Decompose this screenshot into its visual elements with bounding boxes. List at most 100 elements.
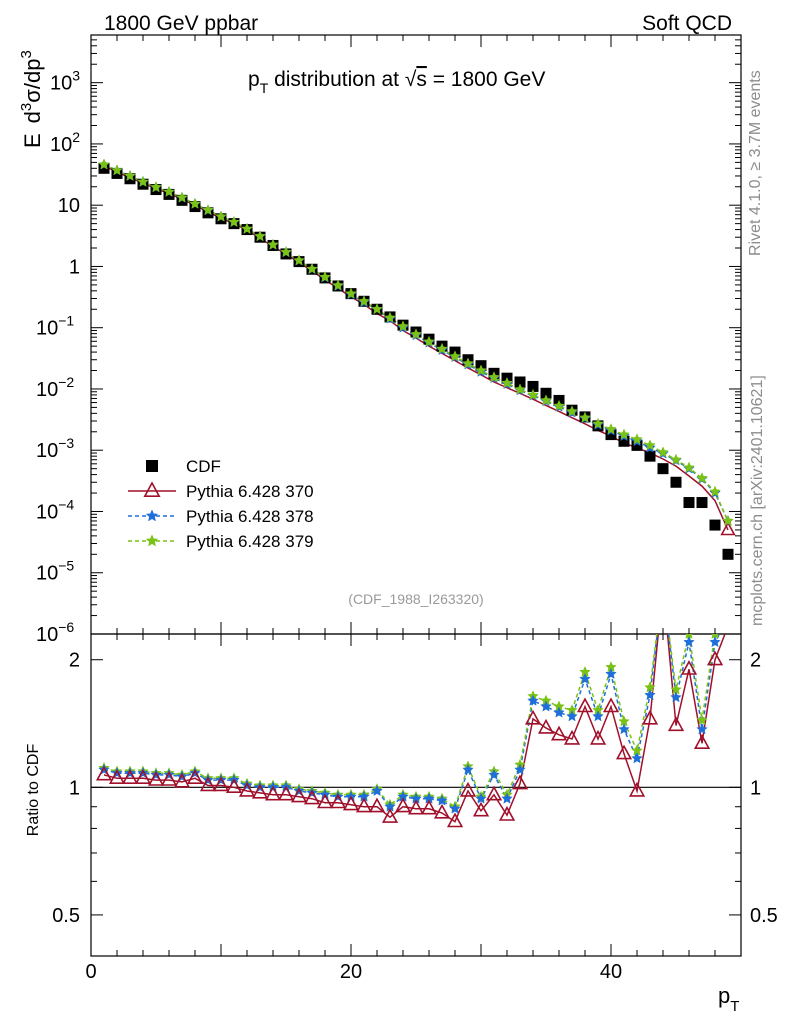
legend-marker-3 — [145, 534, 159, 547]
mc-point-3 — [696, 472, 708, 484]
ratio-point-2 — [658, 580, 668, 590]
mc-point-3 — [384, 311, 396, 323]
mc-point-3 — [566, 405, 578, 417]
ratio-point-3 — [658, 580, 668, 590]
ratio-point-1 — [329, 793, 347, 809]
mc-point-3 — [683, 461, 695, 473]
legend-label-2: Pythia 6.428 378 — [186, 507, 314, 526]
ratio-point-1 — [251, 783, 269, 799]
ratio-point-1 — [238, 781, 256, 797]
ratio-point-1 — [264, 785, 282, 801]
mc-point-3 — [592, 417, 604, 429]
ratio-point-1 — [498, 805, 516, 821]
mc-point-3 — [475, 364, 487, 376]
ratio-point-1 — [225, 778, 243, 794]
ratio-point-1 — [563, 729, 581, 745]
ratio-point-1 — [524, 709, 542, 725]
mc-point-3 — [137, 175, 149, 187]
mc-point-3 — [449, 350, 461, 362]
mc-point-3 — [423, 335, 435, 347]
mc-point-3 — [436, 342, 448, 354]
ratio-point-2 — [462, 763, 474, 775]
mc-point-3 — [488, 371, 500, 383]
mc-point-3 — [722, 514, 734, 526]
legend: CDF Pythia 6.428 370 Pythia 6.428 378 Pythi… — [128, 457, 314, 551]
mc-point-3 — [189, 197, 201, 209]
cdf-data-point — [722, 548, 734, 560]
y-tick-label: 10−3 — [36, 435, 74, 462]
ratio-y-tick-label-right: 1 — [750, 777, 761, 799]
y-tick-label: 103 — [50, 68, 80, 95]
ratio-point-1 — [407, 799, 425, 815]
main-plot-area: 10−6 10−5 10−4 10−3 10−2 10−1 1 10 102 103 — [36, 34, 742, 646]
ratio-point-2 — [436, 794, 448, 806]
ratio-point-1 — [459, 781, 477, 797]
mc-point-3 — [332, 279, 344, 291]
mc-point-3 — [579, 411, 591, 423]
ratio-point-2 — [527, 694, 539, 706]
ratio-point-2 — [670, 691, 682, 703]
mcplots-label: mcplots.cern.ch [arXiv:2401.10621] — [749, 375, 766, 626]
ratio-point-2 — [449, 802, 461, 814]
mc-point-1 — [720, 521, 736, 536]
cdf-data-point — [540, 387, 552, 399]
ratio-point-2 — [566, 710, 578, 722]
ratio-point-1 — [342, 795, 360, 811]
ratio-point-1 — [394, 797, 412, 813]
ratio-point-1 — [368, 797, 386, 813]
ratio-point-1 — [316, 793, 334, 809]
ratio-point-2 — [605, 667, 617, 680]
ratio-point-1 — [160, 770, 178, 786]
cdf-data-point — [709, 519, 721, 531]
x-tick-label: 40 — [600, 961, 622, 983]
mc-point-3 — [306, 262, 318, 274]
y-tick-label: 10−5 — [36, 558, 74, 585]
ratio-point-1 — [628, 781, 646, 797]
y-tick-label: 10−2 — [36, 374, 74, 401]
ratio-y-tick-label: 0.5 — [52, 905, 80, 927]
ratio-point-1 — [680, 660, 698, 675]
mc-point-3 — [254, 230, 266, 242]
ratio-point-1 — [212, 776, 230, 792]
mc-point-3 — [319, 270, 331, 283]
cdf-data-point — [124, 173, 136, 185]
ratio-point-2 — [631, 752, 643, 764]
ratio-point-1 — [721, 619, 735, 631]
ratio-y-tick-label-right: 0.5 — [750, 905, 778, 927]
cdf-data-point — [644, 450, 656, 462]
ratio-point-1 — [537, 718, 555, 734]
y-tick-label: 10−1 — [36, 313, 74, 340]
ratio-point-1 — [290, 787, 308, 803]
mc-point-3 — [345, 287, 357, 299]
ratio-point-1 — [355, 797, 373, 813]
main-y-label: Ed3σ/dp3 — [18, 50, 45, 148]
ratio-point-1 — [303, 789, 321, 805]
ratio-point-2 — [514, 763, 526, 775]
ratio-point-3 — [696, 714, 708, 726]
mc-point-3 — [410, 328, 422, 340]
mc-point-3 — [631, 433, 643, 445]
ratio-point-3 — [723, 606, 733, 616]
ratio-point-1 — [602, 697, 620, 713]
x-tick-label: 0 — [85, 961, 96, 983]
ratio-point-1 — [433, 803, 451, 819]
mc-point-3 — [280, 246, 292, 258]
mc-point-3 — [527, 388, 539, 400]
ratio-point-1 — [173, 772, 191, 788]
mc-point-3 — [514, 383, 526, 395]
cdf-data-point — [683, 497, 695, 509]
mc-point-3 — [618, 428, 630, 440]
legend-label-1: Pythia 6.428 370 — [186, 482, 314, 501]
mc-point-3 — [371, 303, 383, 315]
ratio-series-line-1 — [103, 634, 726, 823]
x-axis-label: pT — [718, 983, 739, 1015]
mc-point-3 — [462, 357, 474, 369]
legend-marker-cdf — [146, 460, 158, 472]
mc-point-3 — [553, 399, 565, 411]
ratio-point-2 — [683, 636, 695, 648]
mc-point-3 — [202, 203, 214, 216]
ratio-point-1 — [147, 770, 165, 786]
mc-point-3 — [540, 394, 552, 406]
ratio-point-2 — [501, 792, 513, 804]
header-right: Soft QCD — [642, 12, 732, 35]
